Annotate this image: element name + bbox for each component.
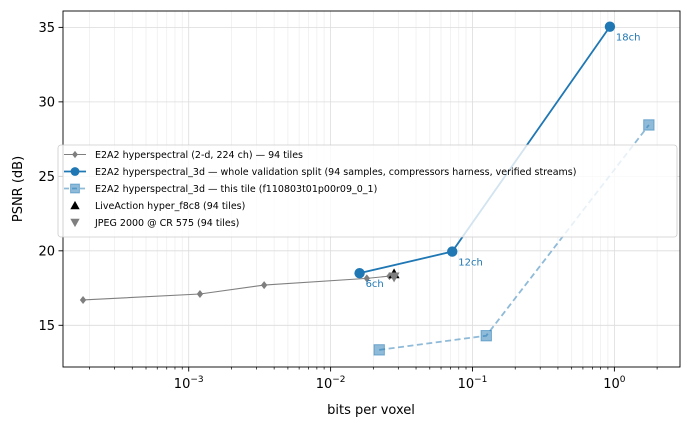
- x-tick-label: 10−1: [458, 375, 488, 392]
- tick-layer: 10−3 10−2 10−1 100 15 20 25 30 35: [38, 21, 658, 392]
- triangle-down-marker: [70, 218, 80, 228]
- series-1: 6ch 12ch 18ch: [354, 21, 640, 290]
- legend-label: E2A2 hyperspectral_3d — this tile (f1108…: [95, 184, 377, 195]
- x-tick-label: 100: [603, 375, 626, 392]
- x-tick-label: 10−3: [174, 375, 204, 392]
- diamond-marker: [196, 290, 204, 299]
- legend-box: [57, 144, 678, 238]
- diamond-marker: [363, 274, 371, 283]
- point-label: 12ch: [458, 258, 483, 269]
- legend-entry: E2A2 hyperspectral_3d — whole validation…: [64, 167, 576, 178]
- legend-label: LiveAction hyper_f8c8 (94 tiles): [95, 201, 245, 212]
- legend-entry: E2A2 hyperspectral (2-d, 224 ch) — 94 ti…: [64, 150, 303, 161]
- x-tick-label: 10−2: [316, 375, 346, 392]
- y-tick-label: 15: [38, 319, 55, 334]
- square-marker: [643, 119, 655, 131]
- diamond-marker: [72, 150, 78, 159]
- point-label: 18ch: [616, 33, 641, 44]
- x-axis-label: bits per voxel: [327, 403, 415, 418]
- legend-label: E2A2 hyperspectral_3d — whole validation…: [95, 167, 576, 178]
- legend-entry: JPEG 2000 @ CR 575 (94 tiles): [70, 218, 239, 229]
- series-0: [79, 272, 393, 304]
- circle-marker: [447, 246, 458, 257]
- y-tick-label: 20: [38, 244, 55, 259]
- point-label: 6ch: [366, 279, 384, 290]
- series-4: [388, 272, 400, 283]
- y-tick-label: 25: [38, 170, 55, 185]
- y-tick-label: 35: [38, 21, 55, 36]
- diamond-marker: [260, 281, 268, 290]
- square-marker: [70, 183, 80, 194]
- y-tick-label: 30: [38, 95, 55, 110]
- legend: E2A2 hyperspectral (2-d, 224 ch) — 94 ti…: [57, 144, 678, 238]
- series-line: [83, 275, 390, 301]
- legend-entry: LiveAction hyper_f8c8 (94 tiles): [70, 200, 245, 212]
- legend-label: JPEG 2000 @ CR 575 (94 tiles): [94, 218, 239, 229]
- triangle-up-marker: [70, 200, 80, 210]
- square-marker: [373, 344, 385, 356]
- legend-entry: E2A2 hyperspectral_3d — this tile (f1108…: [64, 183, 377, 195]
- circle-marker: [354, 267, 365, 279]
- y-axis-label: PSNR (dB): [11, 156, 26, 222]
- circle-marker: [70, 167, 80, 176]
- triangle-down-marker: [388, 272, 400, 283]
- legend-label: E2A2 hyperspectral (2-d, 224 ch) — 94 ti…: [95, 150, 303, 161]
- diamond-marker: [79, 295, 87, 304]
- circle-marker: [604, 21, 616, 32]
- square-marker: [480, 330, 492, 342]
